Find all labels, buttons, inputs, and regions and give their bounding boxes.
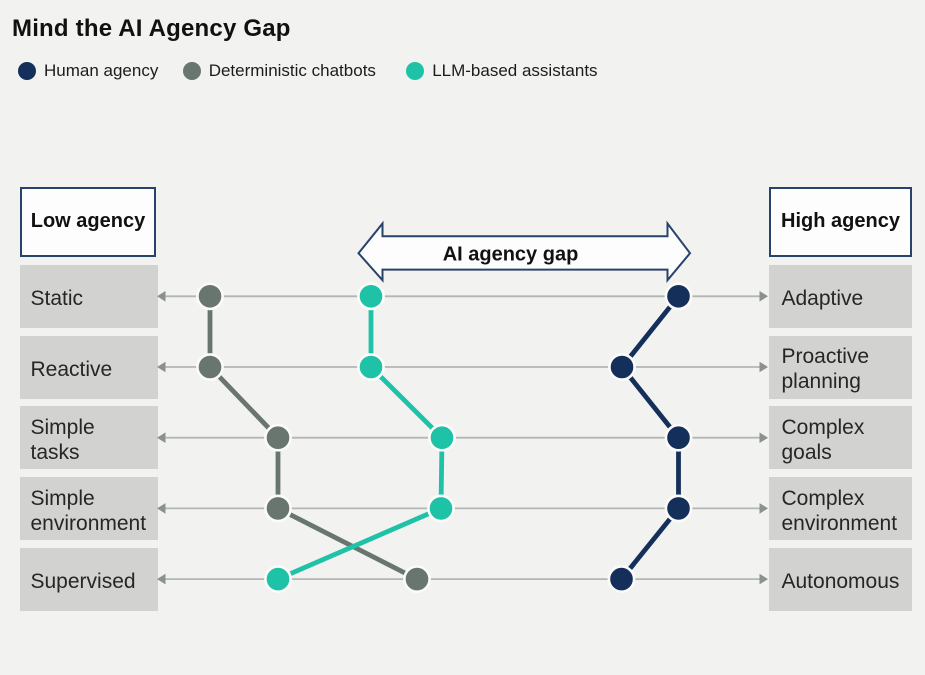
svg-text:AI agency gap: AI agency gap bbox=[443, 243, 579, 265]
